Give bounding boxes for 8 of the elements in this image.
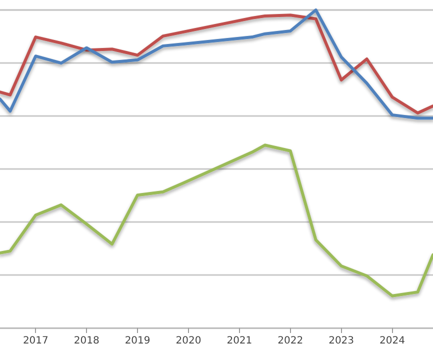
x-tick-label: 2020 <box>176 336 202 346</box>
x-tick-label: 2021 <box>226 336 252 346</box>
x-tick-label: 2022 <box>278 336 304 346</box>
x-tick-label: 2018 <box>74 336 100 346</box>
x-tick-label: 2017 <box>22 336 48 346</box>
x-tick-label: 2024 <box>380 336 405 346</box>
x-tick-label: 2023 <box>328 336 354 346</box>
x-tick-label: 2019 <box>124 336 150 346</box>
